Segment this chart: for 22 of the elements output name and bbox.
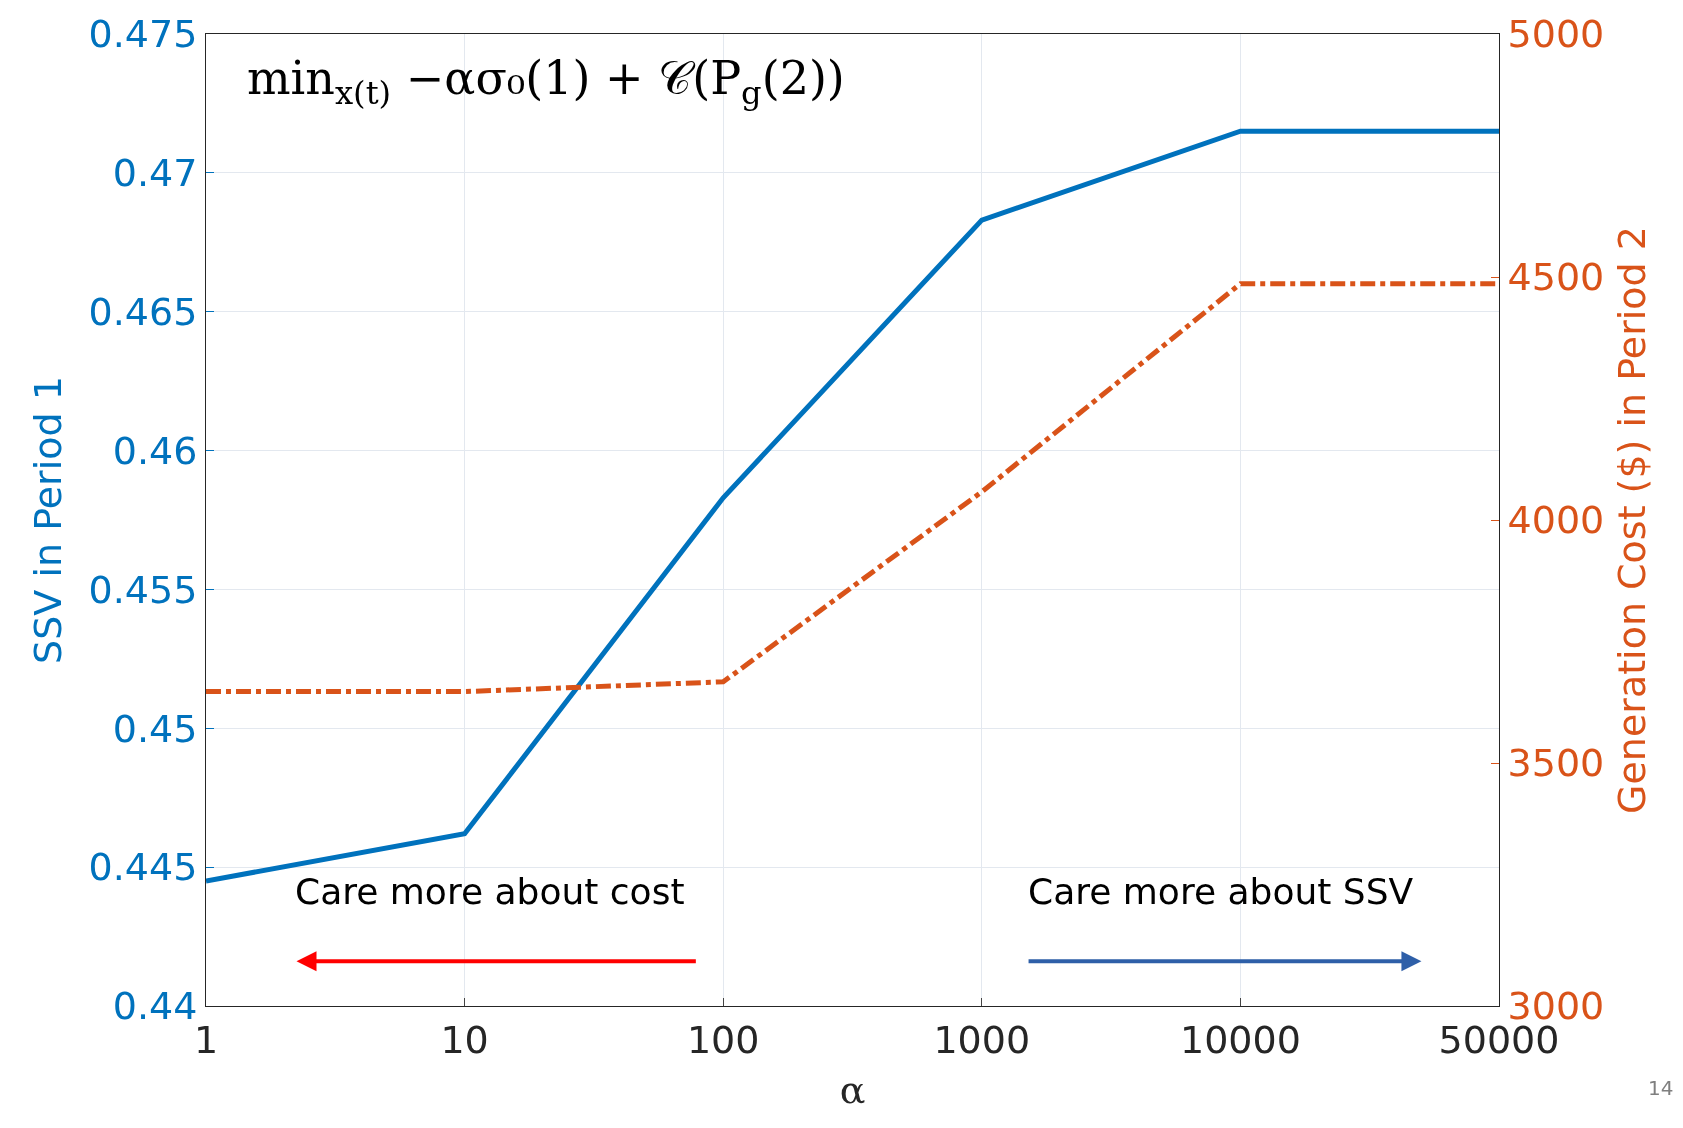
x-tick-label: 10 [440, 1017, 489, 1062]
annotation: Care more about SSV [1028, 871, 1414, 912]
x-tick-label: 100 [686, 1017, 760, 1062]
y-tick-label: 0.45 [112, 706, 198, 751]
y-tick-label: 0.455 [88, 567, 198, 612]
text: 14 [1648, 1076, 1674, 1100]
y2-tick-label: 4000 [1507, 498, 1605, 543]
y-tick-label: 0.445 [88, 845, 198, 890]
annotation: min$_{x(t)}$ −ασ₀(1) + 𝒞(P$_{g}$(2)) [247, 51, 845, 112]
y2-axis-title: Generation Cost ($) in Period 2 [1610, 226, 1655, 814]
x-tick-label: 10000 [1179, 1017, 1301, 1062]
y-tick-label: 0.465 [88, 290, 198, 335]
x-tick-label: 1000 [933, 1017, 1031, 1062]
y2-tick-label: 5000 [1507, 12, 1605, 57]
y2-tick-label: 3500 [1507, 741, 1605, 786]
y-tick-label: 0.47 [112, 151, 198, 196]
y2-tick-label: 4500 [1507, 255, 1605, 300]
y-axis-title: SSV in Period 1 [25, 376, 70, 664]
x-axis-title: α [839, 1067, 866, 1112]
y-tick-label: 0.46 [112, 428, 198, 473]
y-tick-label: 0.475 [88, 12, 198, 57]
annotation: Care more about cost [295, 871, 685, 912]
